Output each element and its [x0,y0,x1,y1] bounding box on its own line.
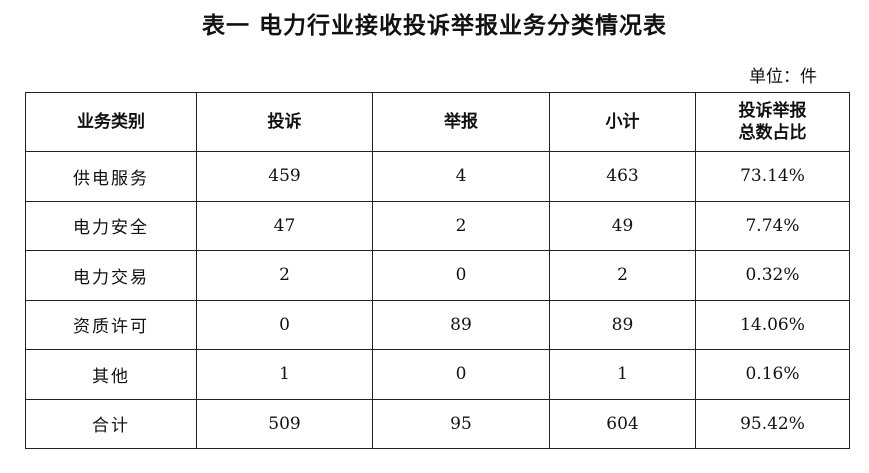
cell-category: 电力交易 [25,250,197,301]
cell-complaints: 0 [196,299,373,350]
cell-reports: 2 [372,200,550,251]
cell-subtotal: 1 [549,349,696,400]
table-row: 资质许可 0 89 89 14.06% [25,299,850,350]
cell-subtotal: 604 [549,398,696,449]
cell-share: 73.14% [695,151,850,202]
table-row: 供电服务 459 4 463 73.14% [25,151,850,202]
cell-complaints: 509 [196,398,373,449]
cell-share: 0.16% [695,349,850,400]
cell-category: 供电服务 [25,151,197,202]
cell-category: 电力安全 [25,200,197,251]
cell-complaints: 459 [196,151,373,202]
cell-subtotal: 49 [549,200,696,251]
cell-subtotal: 89 [549,299,696,350]
header-complaints: 投诉 [196,92,373,152]
cell-reports: 4 [372,151,550,202]
cell-share: 95.42% [695,398,850,449]
cell-category: 其他 [25,349,197,400]
unit-label: 单位：件 [749,67,817,87]
cell-category: 资质许可 [25,299,197,350]
header-share: 投诉举报 总数占比 [695,92,850,152]
cell-reports: 95 [372,398,550,449]
cell-complaints: 1 [196,349,373,400]
cell-subtotal: 2 [549,250,696,301]
table-row: 电力安全 47 2 49 7.74% [25,200,850,251]
cell-reports: 0 [372,349,550,400]
header-category: 业务类别 [25,92,197,152]
header-reports: 举报 [372,92,550,152]
header-row: 业务类别 投诉 举报 小计 投诉举报 总数占比 [25,92,850,152]
table-row: 其他 1 0 1 0.16% [25,349,850,400]
data-table: 业务类别 投诉 举报 小计 投诉举报 总数占比 供电服务 459 4 463 73.14%… [25,92,850,449]
cell-subtotal: 463 [549,151,696,202]
header-subtotal: 小计 [549,92,696,152]
table-row: 合计 509 95 604 95.42% [25,398,850,449]
table-row: 电力交易 2 0 2 0.32% [25,250,850,301]
cell-share: 0.32% [695,250,850,301]
page-title: 表一 电力行业接收投诉举报业务分类情况表 [201,12,667,39]
cell-reports: 89 [372,299,550,350]
cell-category: 合计 [25,398,197,449]
cell-complaints: 2 [196,250,373,301]
cell-share: 14.06% [695,299,850,350]
cell-share: 7.74% [695,200,850,251]
cell-complaints: 47 [196,200,373,251]
cell-reports: 0 [372,250,550,301]
